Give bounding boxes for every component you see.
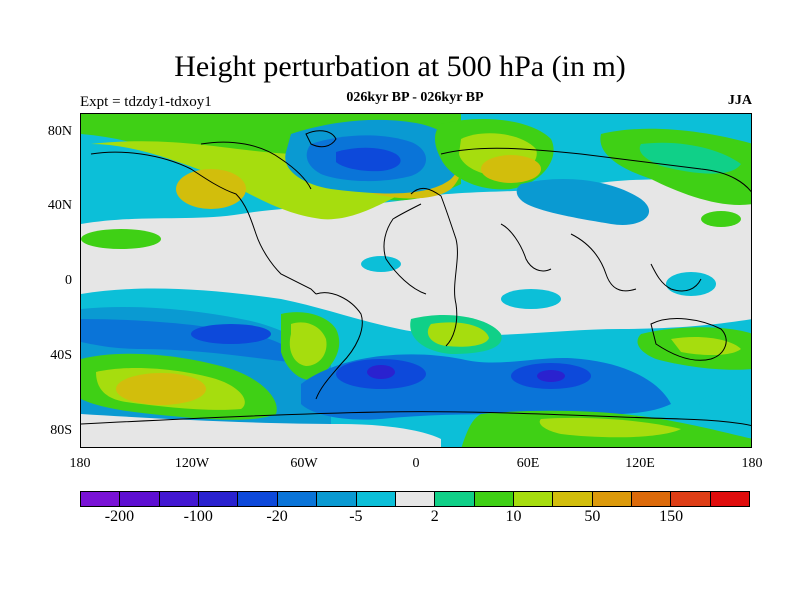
lon-tick: 120E <box>625 456 655 471</box>
field-map <box>81 114 751 447</box>
lon-tick: 120W <box>174 456 210 471</box>
colorbar-label: -20 <box>266 508 288 525</box>
colorbar-segment <box>277 492 318 506</box>
colorbar <box>80 491 750 507</box>
lon-tick: 60E <box>516 456 540 471</box>
lon-tick: 60W <box>290 456 318 471</box>
colorbar-segment <box>238 492 278 506</box>
lon-tick: 0 <box>412 456 420 471</box>
colorbar-label: 2 <box>430 508 439 525</box>
season-label: JJA <box>727 93 752 108</box>
period-label: 026kyr BP - 026kyr BP <box>346 90 484 105</box>
colorbar-segment <box>159 492 200 506</box>
colorbar-segment <box>199 492 239 506</box>
colorbar-label: 10 <box>505 508 522 525</box>
colorbar-label: 50 <box>584 508 601 525</box>
colorbar-segment <box>513 492 554 506</box>
lat-tick: 40N <box>47 198 72 213</box>
plot-title: Height perturbation at 500 hPa (in m) <box>174 50 626 83</box>
lat-tick: 80S <box>50 423 72 438</box>
colorbar-segment <box>710 492 750 506</box>
coastlines <box>81 130 751 427</box>
lat-tick: 80N <box>47 124 72 139</box>
lon-tick: 180 <box>741 456 763 471</box>
lat-tick: 40S <box>50 348 72 363</box>
colorbar-segment <box>553 492 593 506</box>
colorbar-segment <box>474 492 514 506</box>
experiment-label: Expt = tdzdy1-tdxoy1 <box>80 94 212 110</box>
colorbar-segment <box>671 492 711 506</box>
colorbar-segment <box>395 492 436 506</box>
colorbar-segment <box>120 492 160 506</box>
colorbar-segment <box>317 492 357 506</box>
map-panel <box>80 113 752 448</box>
lon-tick: 180 <box>69 456 91 471</box>
colorbar-label: -200 <box>104 508 135 525</box>
lat-tick: 0 <box>65 273 72 288</box>
colorbar-segment <box>435 492 475 506</box>
colorbar-label: -100 <box>183 508 213 525</box>
colorbar-label: -5 <box>349 508 363 525</box>
colorbar-label: 150 <box>659 508 684 525</box>
colorbar-segment <box>632 492 672 506</box>
colorbar-segment <box>81 492 121 506</box>
colorbar-segment <box>356 492 396 506</box>
colorbar-segment <box>592 492 633 506</box>
height-field <box>81 114 751 447</box>
